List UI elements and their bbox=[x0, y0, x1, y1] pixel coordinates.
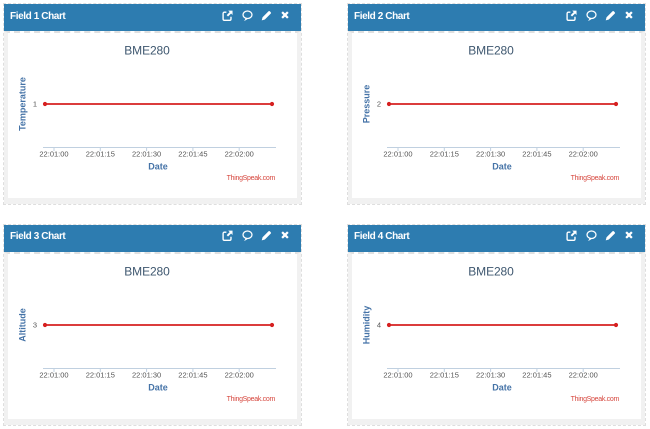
svg-text:22:01:00: 22:01:00 bbox=[383, 150, 412, 159]
svg-text:22:01:00: 22:01:00 bbox=[383, 370, 412, 379]
svg-text:Altitude: Altitude bbox=[18, 308, 28, 342]
svg-text:ThingSpeak.com: ThingSpeak.com bbox=[227, 175, 276, 182]
svg-text:22:01:45: 22:01:45 bbox=[522, 150, 551, 159]
svg-text:22:01:30: 22:01:30 bbox=[476, 150, 505, 159]
svg-text:22:01:00: 22:01:00 bbox=[39, 150, 68, 159]
svg-text:Date: Date bbox=[148, 162, 168, 172]
svg-text:Humidity: Humidity bbox=[362, 305, 372, 344]
svg-text:BME280: BME280 bbox=[468, 264, 514, 278]
svg-text:22:01:30: 22:01:30 bbox=[132, 150, 161, 159]
svg-text:Date: Date bbox=[492, 382, 512, 392]
svg-text:ThingSpeak.com: ThingSpeak.com bbox=[227, 396, 276, 403]
svg-text:22:01:00: 22:01:00 bbox=[39, 370, 68, 379]
svg-text:3: 3 bbox=[33, 320, 37, 329]
svg-text:BME280: BME280 bbox=[468, 44, 514, 58]
svg-text:22:01:45: 22:01:45 bbox=[178, 370, 207, 379]
svg-text:Temperature: Temperature bbox=[18, 77, 28, 131]
svg-text:ThingSpeak.com: ThingSpeak.com bbox=[571, 396, 620, 403]
svg-text:Pressure: Pressure bbox=[362, 85, 372, 124]
svg-text:ThingSpeak.com: ThingSpeak.com bbox=[571, 175, 620, 182]
svg-text:BME280: BME280 bbox=[124, 44, 170, 58]
svg-text:22:01:45: 22:01:45 bbox=[522, 370, 551, 379]
svg-text:22:01:15: 22:01:15 bbox=[86, 370, 115, 379]
svg-text:BME280: BME280 bbox=[124, 264, 170, 278]
svg-text:2: 2 bbox=[377, 100, 381, 109]
svg-text:22:02:00: 22:02:00 bbox=[225, 150, 254, 159]
svg-text:Date: Date bbox=[148, 382, 168, 392]
svg-text:22:02:00: 22:02:00 bbox=[569, 150, 598, 159]
svg-text:22:01:15: 22:01:15 bbox=[430, 370, 459, 379]
svg-text:4: 4 bbox=[377, 320, 381, 329]
svg-text:22:01:30: 22:01:30 bbox=[132, 370, 161, 379]
svg-text:22:01:15: 22:01:15 bbox=[430, 150, 459, 159]
svg-text:22:01:30: 22:01:30 bbox=[476, 370, 505, 379]
svg-text:22:02:00: 22:02:00 bbox=[225, 370, 254, 379]
svg-text:22:01:15: 22:01:15 bbox=[86, 150, 115, 159]
svg-text:Date: Date bbox=[492, 162, 512, 172]
svg-text:22:01:45: 22:01:45 bbox=[178, 150, 207, 159]
svg-text:1: 1 bbox=[33, 100, 37, 109]
svg-text:22:02:00: 22:02:00 bbox=[569, 370, 598, 379]
